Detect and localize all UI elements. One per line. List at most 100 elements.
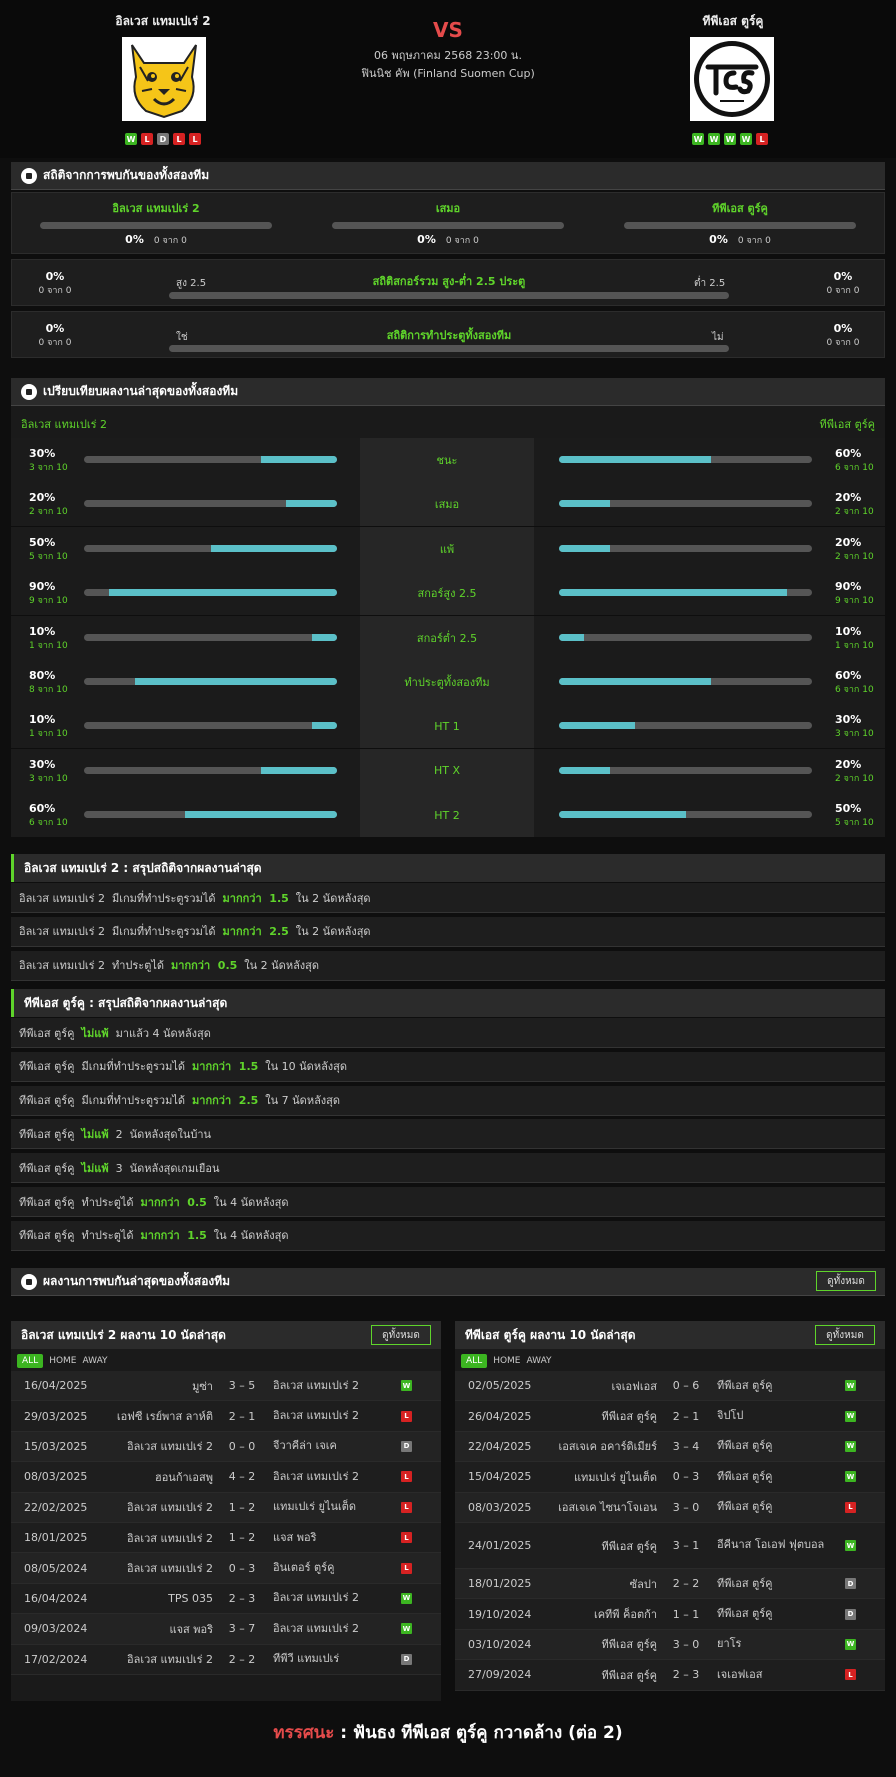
prediction: ทรรศนะ : ฟันธง ทีพีเอส ตูร์คู กวาดล้าง (… <box>0 1719 896 1746</box>
match-date: 24/01/2025 <box>468 1539 532 1552</box>
match-home-team: ทีพีเอส ตูร์คู <box>601 1668 658 1682</box>
tab-all[interactable]: ALL <box>461 1354 488 1368</box>
match-score: 0 – 3 <box>228 1561 256 1575</box>
form-badge: D <box>157 133 169 145</box>
away-team-logo[interactable] <box>690 37 774 121</box>
ou-left-label: สูง 2.5 <box>176 278 207 289</box>
match-result: D <box>401 1645 412 1674</box>
match-row[interactable]: 15/04/2025 แทมเปเร่ ยูไนเต็ด 0 – 3 ทีพีเอส … <box>455 1462 885 1493</box>
match-row[interactable]: 08/03/2025 เอสเจเค ไซนาโจเอน 3 – 0 ทีพีเอส … <box>455 1492 885 1523</box>
compare-away-sub: 1 จาก 10 <box>835 640 874 651</box>
ou-left-pct: 0% <box>45 270 65 283</box>
match-date: 16/04/2024 <box>24 1591 88 1605</box>
compare-home-bar <box>84 456 337 463</box>
away-summary-title: ทีพีเอส ตูร์คู : สรุปสถิติจากผลงานล่าสุด <box>11 989 885 1017</box>
soccer-ball-icon <box>21 383 37 400</box>
match-date: 19/10/2024 <box>468 1607 532 1621</box>
compare-away-sub: 9 จาก 10 <box>835 596 874 607</box>
match-row[interactable]: 03/10/2024 ทีพีเอส ตูร์คู 3 – 0 ยาโร W <box>455 1629 885 1661</box>
match-result: L <box>845 1660 856 1689</box>
tab-away[interactable]: AWAY <box>526 1356 552 1366</box>
view-all-button[interactable]: ดูทั้งหมด <box>816 1271 876 1291</box>
result-badge: L <box>401 1562 412 1574</box>
recent-panel-title: อิลเวส แทมเปเร่ 2 ผลงาน 10 นัดล่าสุด <box>11 1321 441 1349</box>
prediction-label: ทรรศนะ <box>273 1723 335 1743</box>
match-row[interactable]: 27/09/2024 ทีพีเอส ตูร์คู 2 – 3 เจเอฟเอส L <box>455 1660 885 1691</box>
compare-away-name[interactable]: ทีพีเอส ตูร์คู <box>819 418 876 431</box>
summary-text: อิลเวส แทมเปเร่ 2 มีเกมที่ทำประตูรวมได้ <box>19 891 223 905</box>
match-row[interactable]: 08/05/2024 อิลเวส แทมเปเร่ 2 0 – 3 อินเตอร์… <box>11 1553 441 1584</box>
compare-away-pct: 10% <box>835 624 862 638</box>
result-badge: L <box>845 1501 856 1513</box>
match-row[interactable]: 08/03/2025 ฮอนก้าเอสพู 4 – 2 อิลเวส แทมเปเร… <box>11 1462 441 1493</box>
match-date: 18/01/2025 <box>468 1577 532 1591</box>
tab-all[interactable]: ALL <box>17 1354 44 1368</box>
match-home-team: แจส พอริ <box>169 1622 213 1636</box>
match-away-team: อินเตอร์ ตูร์คู <box>273 1560 335 1574</box>
compare-away-bar <box>559 633 812 641</box>
compare-away-pct: 60% <box>835 447 862 460</box>
match-row[interactable]: 19/10/2024 เคทีพี ค็อตก้า 1 – 1 ทีพีเอส ตูร… <box>455 1599 885 1630</box>
compare-home-sub: 3 จาก 10 <box>29 773 68 784</box>
result-badge: W <box>845 1638 856 1650</box>
home-team-name[interactable]: อิลเวส แทมเปเร่ 2 <box>115 14 211 28</box>
compare-home-bar <box>84 589 337 597</box>
match-row[interactable]: 17/02/2024 อิลเวส แทมเปเร่ 2 2 – 2 ทีพีวี แ… <box>11 1644 441 1675</box>
panel-view-all-button[interactable]: ดูทั้งหมด <box>371 1325 431 1345</box>
match-date: 15/03/2025 <box>24 1439 88 1453</box>
panel-view-all-button[interactable]: ดูทั้งหมด <box>815 1325 875 1345</box>
result-badge: L <box>401 1532 412 1544</box>
away-team-name[interactable]: ทีพีเอส ตูร์คู <box>702 14 764 28</box>
compare-away-bar <box>559 500 812 508</box>
compare-away-bar <box>559 766 812 774</box>
match-result: L <box>401 1401 412 1430</box>
tab-home[interactable]: HOME <box>49 1356 77 1366</box>
vs-label: VS <box>433 18 463 42</box>
match-score: 3 – 0 <box>672 1637 700 1651</box>
match-row[interactable]: 22/04/2025 เอสเจเค อคาร์ดิเมียร์ 3 – 4 ทีพี… <box>455 1431 885 1463</box>
compare-metric-label: HT 1 <box>360 704 534 749</box>
match-row[interactable]: 26/04/2025 ทีพีเอส ตูร์คู 2 – 1 จิปโป W <box>455 1401 885 1432</box>
summary-line: ทีพีเอส ตูร์คู มีเกมที่ทำประตูรวมได้ มาก… <box>11 1085 885 1116</box>
compare-metric-label: ทำประตูทั้งสองทีม <box>360 660 534 704</box>
compare-home-sub: 8 จาก 10 <box>29 685 68 695</box>
compare-home-sub: 1 จาก 10 <box>29 640 68 651</box>
match-row[interactable]: 18/01/2025 ซัลปา 2 – 2 ทีพีเอส ตูร์คู D <box>455 1569 885 1600</box>
summary-text: อิลเวส แทมเปเร่ 2 ทำประตูได้ <box>19 959 172 973</box>
compare-home-name[interactable]: อิลเวส แทมเปเร่ 2 <box>21 418 107 431</box>
compare-away-pct: 30% <box>835 713 862 727</box>
match-row[interactable]: 16/04/2025 มูซ่า 3 – 5 อิลเวส แทมเปเร่ 2 W <box>11 1371 441 1402</box>
match-date: 08/03/2025 <box>468 1500 532 1514</box>
match-row[interactable]: 29/03/2025 เอฟซี เรย์พาส ลาห์ติ 2 – 1 อิลเว… <box>11 1401 441 1432</box>
btts-left-label: ใช่ <box>176 332 188 343</box>
match-row[interactable]: 24/01/2025 ทีพีเอส ตูร์คู 3 – 1 อีคีนาส โอเ… <box>455 1523 885 1569</box>
compare-away-sub: 6 จาก 10 <box>835 685 874 695</box>
match-row[interactable]: 15/03/2025 อิลเวส แทมเปเร่ 2 0 – 0 จีวาคีล่… <box>11 1431 441 1463</box>
tab-away[interactable]: AWAY <box>82 1356 108 1366</box>
match-row[interactable]: 18/01/2025 อิลเวส แทมเปเร่ 2 1 – 2 แจส พอริ… <box>11 1523 441 1554</box>
h2h-col-sub: 0 จาก 0 <box>153 236 187 246</box>
match-result: W <box>845 1462 856 1491</box>
match-score: 0 – 6 <box>672 1379 700 1393</box>
compare-home-pct: 10% <box>29 713 56 727</box>
match-row[interactable]: 16/04/2024 TPS 035 2 – 3 อิลเวส แทมเปเร่ 2 W <box>11 1583 441 1615</box>
home-recent-panel: อิลเวส แทมเปเร่ 2 ผลงาน 10 นัดล่าสุด ดูทั… <box>11 1321 441 1701</box>
summary-line: อิลเวส แทมเปเร่ 2 มีเกมที่ทำประตูรวมได้ … <box>11 916 885 947</box>
tab-home[interactable]: HOME <box>493 1356 521 1366</box>
match-score: 3 – 7 <box>228 1622 256 1636</box>
summary-text: ใน 2 นัดหลังสุด <box>288 925 371 939</box>
btts-title: สถิติการทำประตูทั้งสองทีม <box>386 329 512 342</box>
match-away-team: แทมเปเร่ ยูไนเต็ด <box>273 1500 357 1514</box>
compare-metric-label: HT X <box>360 748 534 793</box>
match-date: 26/04/2025 <box>468 1409 532 1423</box>
home-team-logo[interactable] <box>122 37 206 121</box>
match-row[interactable]: 02/05/2025 เจเอฟเอส 0 – 6 ทีพีเอส ตูร์คู W <box>455 1371 885 1402</box>
result-badge: L <box>401 1410 412 1422</box>
match-home-team: ทีพีเอส ตูร์คู <box>601 1539 658 1553</box>
match-row[interactable]: 22/02/2025 อิลเวส แทมเปเร่ 2 1 – 2 แทมเปเร่… <box>11 1492 441 1523</box>
ou-bar <box>169 292 729 299</box>
match-home-team: ฮอนก้าเอสพู <box>154 1470 213 1484</box>
match-row[interactable]: 09/03/2024 แจส พอริ 3 – 7 อิลเวส แทมเปเร่ 2… <box>11 1614 441 1645</box>
home-summary-title: อิลเวส แทมเปเร่ 2 : สรุปสถิติจากผลงานล่า… <box>11 854 885 882</box>
result-badge: L <box>845 1669 856 1681</box>
